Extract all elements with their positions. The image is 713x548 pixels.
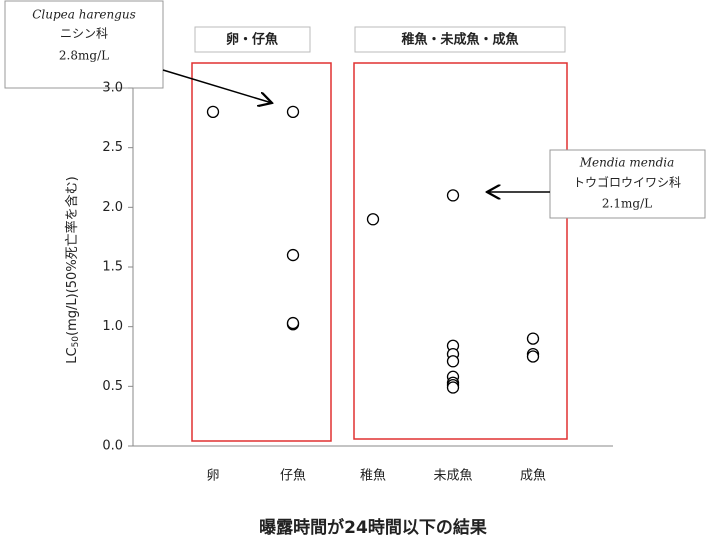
chart-title: 曝露時間が24時間以下の結果	[259, 517, 487, 538]
group-box	[354, 26, 566, 53]
y-axis-label: LC50(mg/L)(50%死亡率を含む)	[64, 176, 81, 364]
annotation-box	[4, 0, 164, 89]
x-tick-label: 未成魚	[433, 469, 472, 484]
annotation-species: Clupea harengus	[32, 8, 136, 22]
point	[286, 105, 300, 119]
annotation-box	[549, 149, 706, 219]
point	[286, 316, 300, 330]
y-tick-label: 0.5	[102, 379, 123, 394]
y-tick-label: 1.0	[102, 319, 123, 334]
annotation-value: 2.1mg/L	[602, 197, 652, 211]
annotation-family: ニシン科	[60, 27, 108, 41]
group-frame	[191, 62, 332, 442]
y-tick-label: 0.0	[102, 439, 123, 454]
point	[526, 350, 540, 363]
y-tick-label: 2.0	[102, 200, 123, 215]
x-tick-label: 卵	[206, 469, 219, 484]
y-tick-label: 3.0	[102, 81, 123, 96]
x-tick-label: 成魚	[520, 469, 546, 484]
point	[286, 248, 300, 262]
point	[366, 213, 380, 226]
arrow	[162, 69, 272, 103]
x-tick-label: 稚魚	[360, 469, 386, 484]
y-tick-label: 2.5	[102, 140, 123, 155]
group-label: 卵・仔魚	[226, 32, 278, 48]
point	[446, 189, 460, 202]
annotation-family: トウゴロウイワシ科	[573, 175, 681, 190]
y-label-rest: (mg/L)(50%死亡率を含む)	[64, 176, 80, 336]
x-tick-label: 仔魚	[280, 469, 306, 484]
annotation-value: 2.8mg/L	[59, 49, 109, 63]
annotation-species: Mendia mendia	[579, 156, 675, 170]
group-frame	[353, 62, 568, 440]
point	[526, 332, 540, 345]
group-box	[194, 26, 311, 53]
point	[446, 381, 460, 394]
point	[206, 105, 220, 119]
y-label-sub: 50	[71, 336, 81, 348]
group-label: 稚魚・未成魚・成魚	[401, 32, 518, 48]
y-tick-label: 1.5	[102, 260, 123, 275]
y-label-main: LC	[65, 347, 80, 363]
point	[446, 355, 460, 368]
